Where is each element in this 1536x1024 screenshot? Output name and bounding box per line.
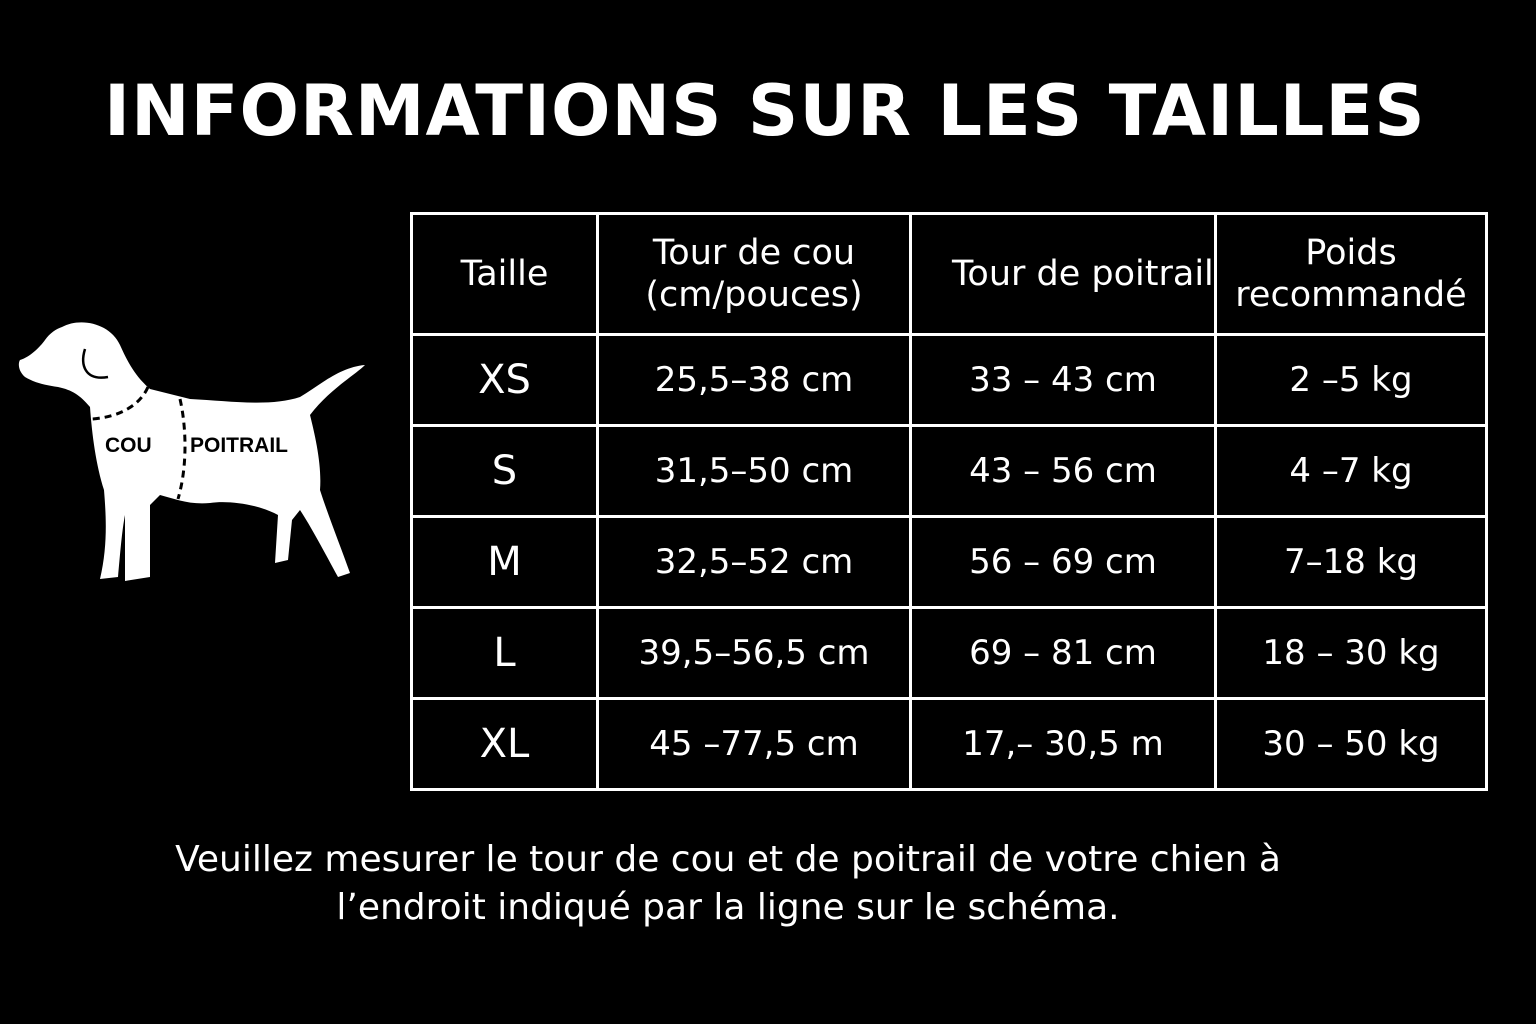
dog-silhouette (18, 322, 366, 581)
neck-cell: 45 –77,5 cm (596, 697, 912, 791)
page-title: INFORMATIONS SUR LES TAILLES (104, 70, 1426, 152)
table-row: M 32,5–52 cm 56 – 69 cm 7–18 kg (410, 515, 1488, 609)
header-size: Taille (410, 212, 599, 336)
size-cell: S (410, 424, 599, 518)
table-row: S 31,5–50 cm 43 – 56 cm 4 –7 kg (410, 424, 1488, 518)
ear-line (82, 348, 109, 379)
header-chest: Tour de poitrail (909, 212, 1217, 336)
size-table: Taille Tour de cou (cm/pouces) Tour de p… (410, 212, 1488, 791)
weight-cell: 18 – 30 kg (1214, 606, 1488, 700)
note-line-1: Veuillez mesurer le tour de cou et de po… (175, 839, 1281, 880)
dog-measurement-diagram: COU POITRAIL (18, 322, 366, 581)
neck-cell: 32,5–52 cm (596, 515, 912, 609)
table-row: L 39,5–56,5 cm 69 – 81 cm 18 – 30 kg (410, 606, 1488, 700)
table-header-row: Taille Tour de cou (cm/pouces) Tour de p… (410, 212, 1488, 336)
weight-cell: 7–18 kg (1214, 515, 1488, 609)
weight-cell: 30 – 50 kg (1214, 697, 1488, 791)
weight-cell: 4 –7 kg (1214, 424, 1488, 518)
size-cell: XL (410, 697, 599, 791)
table-row: XL 45 –77,5 cm 17,– 30,5 m 30 – 50 kg (410, 697, 1488, 791)
chest-cell: 33 – 43 cm (909, 333, 1217, 427)
chest-label: POITRAIL (190, 434, 288, 457)
neck-cell: 39,5–56,5 cm (596, 606, 912, 700)
size-cell: XS (410, 333, 599, 427)
neck-label: COU (105, 434, 152, 457)
size-cell: M (410, 515, 599, 609)
table-row: XS 25,5–38 cm 33 – 43 cm 2 –5 kg (410, 333, 1488, 427)
chest-cell: 43 – 56 cm (909, 424, 1217, 518)
measurement-note: Veuillez mesurer le tour de cou et de po… (0, 836, 1456, 932)
size-cell: L (410, 606, 599, 700)
header-weight: Poids recommandé (1214, 212, 1488, 336)
chest-measure-line (176, 398, 187, 500)
weight-cell: 2 –5 kg (1214, 333, 1488, 427)
header-neck: Tour de cou (cm/pouces) (596, 212, 912, 336)
neck-cell: 25,5–38 cm (596, 333, 912, 427)
neck-measure-line (91, 386, 150, 421)
chest-cell: 56 – 69 cm (909, 515, 1217, 609)
chest-cell: 69 – 81 cm (909, 606, 1217, 700)
chest-cell: 17,– 30,5 m (909, 697, 1217, 791)
note-line-2: l’endroit indiqué par la ligne sur le sc… (336, 887, 1120, 928)
neck-cell: 31,5–50 cm (596, 424, 912, 518)
